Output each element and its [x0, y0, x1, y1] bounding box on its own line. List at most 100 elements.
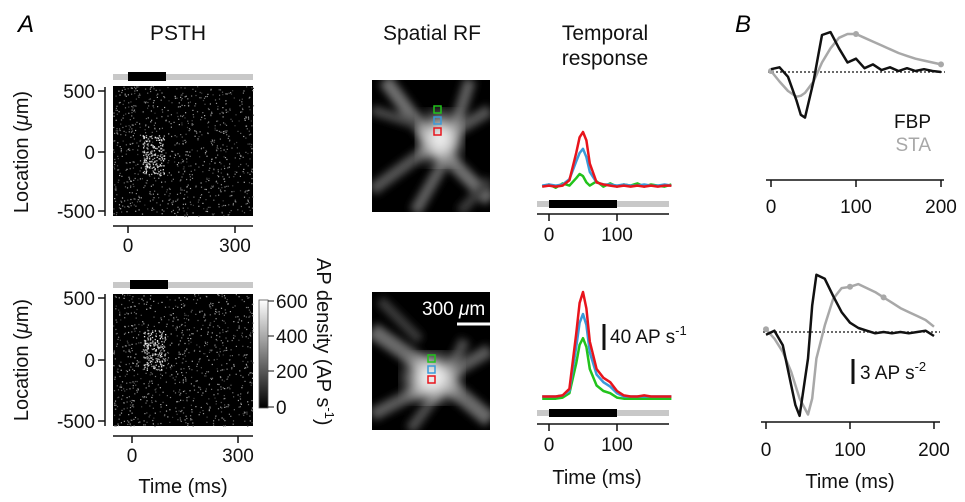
- raster-spike: [248, 106, 250, 108]
- raster-spike: [128, 178, 131, 180]
- raster-spike: [121, 303, 123, 306]
- raster-spike: [216, 145, 218, 147]
- raster-spike: [198, 294, 200, 296]
- raster-spike: [224, 404, 226, 406]
- raster-spike: [206, 208, 208, 210]
- raster-spike: [136, 121, 138, 123]
- raster-spike: [113, 325, 115, 327]
- raster-spike: [127, 181, 129, 183]
- raster-spike: [136, 142, 138, 144]
- raster-spike: [173, 390, 175, 392]
- raster-spike: [147, 101, 149, 104]
- raster-spike: [132, 404, 134, 406]
- raster-spike: [135, 88, 137, 90]
- raster-spike: [149, 414, 151, 416]
- raster-spike: [252, 377, 254, 379]
- raster-spike: [143, 303, 145, 305]
- raster-spike: [229, 359, 231, 361]
- raster-spike: [202, 392, 204, 394]
- temporal-green-trace: [542, 336, 672, 400]
- raster-spike: [161, 361, 164, 363]
- raster-spike: [246, 193, 248, 195]
- raster-spike: [148, 355, 150, 357]
- raster-spike: [211, 139, 213, 141]
- raster-spike: [224, 130, 226, 132]
- raster-spike: [150, 86, 152, 89]
- raster-spike: [246, 354, 248, 356]
- raster-spike: [137, 149, 139, 151]
- raster-spike: [144, 343, 146, 345]
- raster-spike: [184, 96, 186, 98]
- raster-spike: [223, 156, 225, 158]
- raster-spike: [157, 423, 159, 425]
- raster-spike: [218, 419, 220, 421]
- raster-spike: [134, 86, 136, 88]
- raster-spike: [139, 421, 141, 423]
- raster-spike: [160, 422, 162, 425]
- raster-spike: [152, 340, 154, 342]
- raster-spike: [249, 209, 251, 211]
- raster-spike: [132, 325, 134, 327]
- raster-spike: [165, 404, 168, 406]
- raster-spike: [206, 421, 208, 423]
- raster-spike: [210, 350, 212, 352]
- psth-bottom-stim-bar: [113, 282, 253, 288]
- raster-spike: [228, 386, 230, 388]
- raster-spike: [139, 361, 141, 363]
- raster-spike: [191, 369, 193, 371]
- raster-spike: [207, 331, 209, 333]
- raster-spike: [234, 125, 236, 127]
- raster-spike: [126, 181, 128, 183]
- raster-spike: [175, 327, 177, 329]
- legend-fbp: FBP: [894, 112, 931, 133]
- raster-spike: [196, 380, 198, 382]
- raster-spike: [181, 124, 183, 126]
- raster-spike: [206, 371, 208, 373]
- raster-spike: [184, 322, 186, 324]
- raster-spike: [147, 324, 149, 326]
- raster-spike: [114, 161, 116, 163]
- temporal-bottom-xtick-0: 0: [544, 435, 555, 456]
- raster-spike: [178, 208, 180, 210]
- raster-spike: [227, 340, 229, 342]
- raster-spike: [175, 329, 177, 331]
- raster-spike: [181, 330, 184, 332]
- raster-spike: [205, 96, 207, 98]
- raster-spike: [152, 199, 154, 201]
- raster-spike: [164, 97, 166, 99]
- raster-spike: [126, 150, 128, 152]
- raster-spike: [236, 147, 238, 149]
- raster-spike: [183, 210, 185, 212]
- raster-spike: [115, 119, 117, 121]
- raster-spike: [207, 122, 209, 124]
- raster-spike: [175, 200, 177, 202]
- raster-spike: [159, 173, 161, 176]
- raster-spike: [116, 321, 118, 323]
- raster-spike: [214, 397, 216, 399]
- raster-spike: [196, 132, 198, 134]
- raster-spike: [188, 368, 191, 370]
- raster-spike: [115, 95, 117, 97]
- raster-spike: [137, 365, 139, 368]
- raster-spike: [209, 167, 211, 169]
- raster-spike: [159, 155, 161, 157]
- raster-spike: [250, 146, 252, 148]
- raster-spike: [135, 205, 137, 207]
- raster-spike: [238, 152, 240, 154]
- raster-spike: [198, 361, 200, 363]
- raster-spike: [181, 104, 183, 106]
- raster-spike: [220, 369, 222, 372]
- raster-spike: [250, 384, 252, 386]
- raster-spike: [212, 172, 214, 174]
- raster-spike: [172, 313, 174, 315]
- raster-spike: [227, 174, 229, 176]
- raster-spike: [204, 153, 207, 155]
- raster-spike: [247, 165, 249, 167]
- raster-spike: [223, 204, 225, 207]
- raster-spike: [162, 391, 164, 393]
- raster-spike: [236, 329, 238, 331]
- raster-spike: [131, 347, 133, 349]
- raster-spike: [206, 403, 209, 405]
- raster-spike: [201, 194, 203, 196]
- raster-spike: [114, 425, 116, 427]
